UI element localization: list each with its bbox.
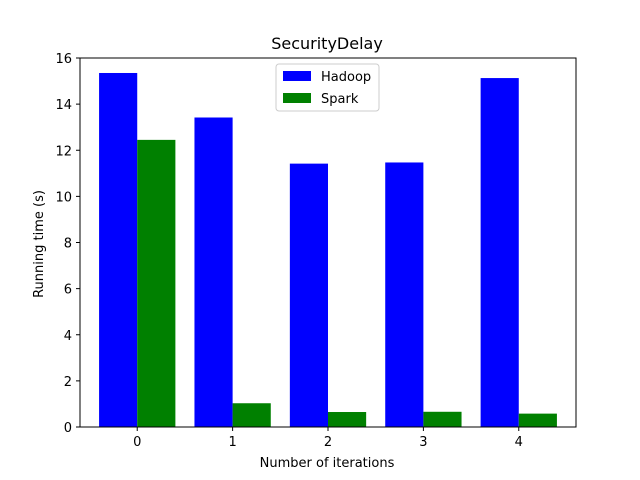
y-tick-label: 10: [55, 190, 72, 205]
y-axis-label: Running time (s): [32, 190, 47, 298]
bar-spark-2: [328, 412, 367, 427]
x-tick-label: 3: [419, 435, 427, 450]
y-tick-label: 2: [64, 375, 72, 390]
legend-swatch-spark: [283, 93, 311, 103]
x-tick-label: 0: [133, 435, 141, 450]
legend: Hadoop Spark: [275, 63, 380, 112]
bar-spark-3: [423, 411, 462, 427]
y-tick-label: 4: [64, 329, 72, 344]
x-tick-label: 4: [515, 435, 523, 450]
bar-hadoop-4: [480, 78, 519, 427]
legend-label-hadoop: Hadoop: [321, 70, 371, 85]
y-tick-label: 12: [55, 144, 72, 159]
bar-spark-1: [232, 403, 271, 427]
bar-hadoop-0: [99, 72, 138, 427]
bar-spark-0: [137, 139, 176, 427]
y-tick-label: 14: [55, 98, 72, 113]
y-tick-label: 6: [64, 283, 72, 298]
chart-title: SecurityDelay: [271, 34, 383, 53]
bar-spark-4: [518, 413, 557, 427]
bar-hadoop-3: [385, 162, 424, 427]
x-axis-label: Number of iterations: [260, 456, 395, 471]
y-axis: 0 2 4 6 8 10 12 14 16: [55, 52, 80, 436]
y-tick-label: 16: [55, 52, 72, 67]
legend-swatch-hadoop: [283, 71, 311, 81]
y-tick-label: 8: [64, 237, 72, 252]
bar-hadoop-2: [289, 163, 328, 427]
x-tick-label: 1: [228, 435, 236, 450]
bar-hadoop-1: [194, 117, 233, 427]
y-tick-label: 0: [64, 421, 72, 436]
x-tick-label: 2: [324, 435, 332, 450]
legend-label-spark: Spark: [321, 92, 359, 107]
plot-area: [79, 57, 577, 428]
x-axis: 0 1 2 3 4: [133, 427, 523, 450]
